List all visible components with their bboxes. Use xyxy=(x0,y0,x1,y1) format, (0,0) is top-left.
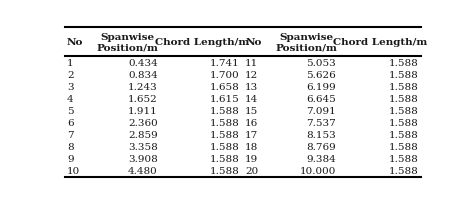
Text: 2: 2 xyxy=(67,70,73,80)
Text: 3.908: 3.908 xyxy=(128,154,158,163)
Text: 5: 5 xyxy=(67,106,73,115)
Text: 1.588: 1.588 xyxy=(210,166,240,175)
Text: 13: 13 xyxy=(245,82,258,92)
Text: 6.199: 6.199 xyxy=(306,82,336,92)
Text: 1.588: 1.588 xyxy=(388,70,418,80)
Text: 1.588: 1.588 xyxy=(210,118,240,127)
Text: 1.588: 1.588 xyxy=(388,166,418,175)
Text: 7.091: 7.091 xyxy=(306,106,336,115)
Text: 1.588: 1.588 xyxy=(388,118,418,127)
Text: 9.384: 9.384 xyxy=(306,154,336,163)
Text: 1.588: 1.588 xyxy=(210,142,240,151)
Text: 1.588: 1.588 xyxy=(388,130,418,139)
Text: 1: 1 xyxy=(67,59,73,67)
Text: 6.645: 6.645 xyxy=(306,95,336,103)
Text: 3: 3 xyxy=(67,82,73,92)
Text: 1.700: 1.700 xyxy=(210,70,240,80)
Text: 1.588: 1.588 xyxy=(388,82,418,92)
Text: 5.626: 5.626 xyxy=(306,70,336,80)
Text: 17: 17 xyxy=(245,130,258,139)
Text: 12: 12 xyxy=(245,70,258,80)
Text: 0.434: 0.434 xyxy=(128,59,158,67)
Text: 1.588: 1.588 xyxy=(388,106,418,115)
Text: 18: 18 xyxy=(245,142,258,151)
Text: 2.360: 2.360 xyxy=(128,118,158,127)
Text: 16: 16 xyxy=(245,118,258,127)
Text: 10: 10 xyxy=(67,166,80,175)
Text: 1.652: 1.652 xyxy=(128,95,158,103)
Text: Chord Length/m: Chord Length/m xyxy=(333,38,427,47)
Text: 8.153: 8.153 xyxy=(306,130,336,139)
Text: 6: 6 xyxy=(67,118,73,127)
Text: 7.537: 7.537 xyxy=(306,118,336,127)
Text: 14: 14 xyxy=(245,95,258,103)
Text: 1.741: 1.741 xyxy=(210,59,240,67)
Text: 8: 8 xyxy=(67,142,73,151)
Text: 1.588: 1.588 xyxy=(210,154,240,163)
Text: 7: 7 xyxy=(67,130,73,139)
Text: 2.859: 2.859 xyxy=(128,130,158,139)
Text: 0.834: 0.834 xyxy=(128,70,158,80)
Text: 1.658: 1.658 xyxy=(210,82,240,92)
Text: 1.588: 1.588 xyxy=(210,130,240,139)
Text: 1.588: 1.588 xyxy=(388,59,418,67)
Text: 9: 9 xyxy=(67,154,73,163)
Text: 11: 11 xyxy=(245,59,258,67)
Text: No: No xyxy=(245,38,262,47)
Text: 1.243: 1.243 xyxy=(128,82,158,92)
Text: 4: 4 xyxy=(67,95,73,103)
Text: 1.588: 1.588 xyxy=(210,106,240,115)
Text: 1.588: 1.588 xyxy=(388,142,418,151)
Text: 4.480: 4.480 xyxy=(128,166,158,175)
Text: Spanwise
Position/m: Spanwise Position/m xyxy=(97,33,159,52)
Text: 1.615: 1.615 xyxy=(210,95,240,103)
Text: Chord Length/m: Chord Length/m xyxy=(155,38,249,47)
Text: 1.911: 1.911 xyxy=(128,106,158,115)
Text: 1.588: 1.588 xyxy=(388,95,418,103)
Text: 5.053: 5.053 xyxy=(306,59,336,67)
Text: 20: 20 xyxy=(245,166,258,175)
Text: Spanwise
Position/m: Spanwise Position/m xyxy=(275,33,337,52)
Text: 1.588: 1.588 xyxy=(388,154,418,163)
Text: 8.769: 8.769 xyxy=(306,142,336,151)
Text: 19: 19 xyxy=(245,154,258,163)
Text: 3.358: 3.358 xyxy=(128,142,158,151)
Text: 10.000: 10.000 xyxy=(300,166,336,175)
Text: 15: 15 xyxy=(245,106,258,115)
Text: No: No xyxy=(67,38,83,47)
